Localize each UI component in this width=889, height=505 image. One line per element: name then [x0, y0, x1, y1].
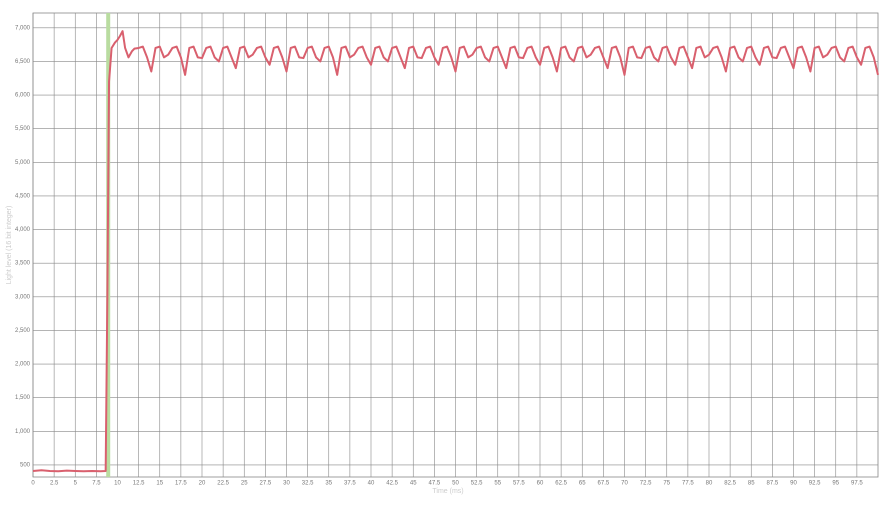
- y-tick-label: 3,000: [15, 294, 31, 300]
- y-axis-title: Light level (16 bit integer): [6, 206, 13, 285]
- x-tick-label: 42.5: [386, 481, 398, 487]
- y-tick-label: 2,500: [15, 328, 31, 334]
- x-tick-label: 30: [283, 481, 290, 487]
- x-tick-label: 17.5: [175, 481, 187, 487]
- x-tick-label: 72.5: [640, 481, 652, 487]
- x-tick-label: 52.5: [471, 481, 483, 487]
- y-tick-label: 1,000: [15, 429, 31, 435]
- x-tick-label: 2.5: [50, 481, 59, 487]
- x-tick-label: 40: [368, 481, 375, 487]
- x-tick-label: 50: [452, 481, 459, 487]
- x-tick-label: 5: [74, 481, 78, 487]
- x-tick-label: 62.5: [555, 481, 567, 487]
- x-tick-label: 95: [832, 481, 839, 487]
- x-tick-label: 7.5: [92, 481, 101, 487]
- y-tick-label: 7,000: [15, 25, 31, 31]
- x-tick-label: 65: [579, 481, 586, 487]
- x-tick-label: 82.5: [724, 481, 736, 487]
- y-tick-label: 5,500: [15, 126, 31, 132]
- x-tick-label: 0: [31, 481, 35, 487]
- x-tick-label: 77.5: [682, 481, 694, 487]
- y-tick-label: 1,500: [15, 395, 31, 401]
- x-tick-label: 70: [621, 481, 628, 487]
- x-tick-label: 67.5: [598, 481, 610, 487]
- x-tick-label: 57.5: [513, 481, 525, 487]
- x-axis-title: Time (ms): [432, 488, 463, 495]
- x-tick-label: 20: [199, 481, 206, 487]
- x-tick-label: 10: [114, 481, 121, 487]
- x-tick-label: 15: [156, 481, 163, 487]
- x-tick-label: 90: [790, 481, 797, 487]
- x-tick-label: 22.5: [217, 481, 229, 487]
- y-tick-label: 6,000: [15, 93, 31, 99]
- x-tick-label: 75: [663, 481, 670, 487]
- x-tick-label: 25: [241, 481, 248, 487]
- y-tick-label: 5,000: [15, 160, 31, 166]
- x-tick-label: 12.5: [133, 481, 145, 487]
- x-tick-label: 87.5: [767, 481, 779, 487]
- x-tick-label: 37.5: [344, 481, 356, 487]
- y-tick-label: 500: [20, 462, 31, 468]
- x-tick-label: 35: [325, 481, 332, 487]
- y-tick-label: 4,000: [15, 227, 31, 233]
- y-tick-label: 4,500: [15, 193, 31, 199]
- x-tick-label: 85: [748, 481, 755, 487]
- y-tick-label: 2,000: [15, 362, 31, 368]
- x-tick-label: 47.5: [429, 481, 441, 487]
- x-tick-label: 92.5: [809, 481, 821, 487]
- x-tick-label: 55: [494, 481, 501, 487]
- data-line: [32, 30, 879, 473]
- x-tick-label: 97.5: [851, 481, 863, 487]
- x-tick-label: 80: [706, 481, 713, 487]
- x-tick-label: 27.5: [260, 481, 272, 487]
- x-tick-label: 45: [410, 481, 417, 487]
- x-tick-label: 60: [537, 481, 544, 487]
- y-tick-label: 3,500: [15, 261, 31, 267]
- x-tick-label: 32.5: [302, 481, 314, 487]
- y-tick-label: 6,500: [15, 59, 31, 65]
